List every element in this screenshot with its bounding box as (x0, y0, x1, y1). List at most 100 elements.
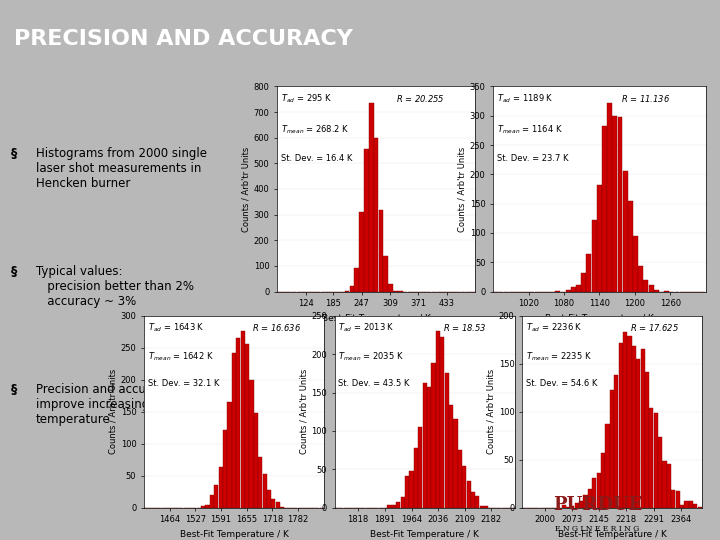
Bar (610, 390, 614, 508)
Text: §: § (11, 146, 17, 159)
Bar (566, 291, 571, 292)
Text: $R$ = 17.625: $R$ = 17.625 (630, 322, 679, 333)
Bar (581, 273, 586, 292)
Bar (618, 343, 623, 508)
X-axis label: Best-Fit Temperature / K: Best-Fit Temperature / K (557, 530, 667, 539)
X-axis label: Best-Fit Temperature / K: Best-Fit Temperature / K (545, 314, 654, 323)
Bar (263, 474, 266, 508)
Bar (628, 201, 633, 292)
X-axis label: Best-Fit Temperature / K: Best-Fit Temperature / K (322, 314, 431, 323)
Bar (280, 507, 284, 508)
Bar (215, 484, 218, 508)
Text: PRECISION AND ACCURACY: PRECISION AND ACCURACY (14, 29, 354, 49)
Bar (454, 418, 457, 508)
Bar (436, 331, 440, 508)
Bar (618, 118, 623, 292)
Bar (345, 291, 349, 292)
Bar (671, 490, 675, 508)
Text: St. Dev. = 54.6 K: St. Dev. = 54.6 K (526, 379, 597, 388)
Bar (350, 286, 354, 292)
Bar (644, 280, 648, 292)
Bar (638, 266, 643, 292)
Bar (236, 338, 240, 508)
Y-axis label: Counts / Arb'tr Units: Counts / Arb'tr Units (109, 369, 117, 454)
Bar (379, 210, 383, 292)
Bar (555, 291, 560, 292)
Bar (588, 489, 592, 508)
Text: §: § (11, 265, 17, 278)
Text: $T_{ad}$ = 2236 K: $T_{ad}$ = 2236 K (526, 322, 582, 334)
Bar (664, 291, 669, 292)
Bar (601, 453, 606, 508)
Bar (364, 150, 369, 292)
Bar (440, 338, 444, 508)
Text: E N G I N E E R I N G: E N G I N E E R I N G (555, 525, 640, 533)
Bar (627, 336, 631, 508)
Y-axis label: Counts / Arb'tr Units: Counts / Arb'tr Units (487, 369, 496, 454)
Bar (228, 402, 232, 508)
Y-axis label: Counts / Arb'tr Units: Counts / Arb'tr Units (458, 146, 467, 232)
Bar (249, 381, 253, 508)
Bar (566, 507, 570, 508)
Bar (602, 126, 607, 292)
Text: $T_{mean}$ = 2235 K: $T_{mean}$ = 2235 K (526, 350, 592, 363)
Bar (575, 503, 579, 508)
Bar (396, 502, 400, 508)
Bar (484, 506, 488, 508)
Bar (245, 344, 249, 508)
Text: Histograms from 2000 single
laser shot measurements in
Hencken burner: Histograms from 2000 single laser shot m… (35, 146, 207, 190)
Text: $R$ = 18.53: $R$ = 18.53 (443, 322, 487, 333)
Bar (570, 505, 575, 508)
Bar (449, 405, 453, 508)
Text: PURDUE: PURDUE (553, 496, 642, 514)
Text: Precision and accuracy
improve increasing
temperature: Precision and accuracy improve increasin… (35, 383, 171, 426)
Bar (583, 495, 588, 508)
Bar (614, 375, 618, 508)
Bar (414, 448, 418, 508)
Bar (223, 430, 228, 508)
Bar (258, 457, 262, 508)
Text: $T_{ad}$ = 295 K: $T_{ad}$ = 295 K (281, 92, 333, 105)
Text: $T_{mean}$ = 268.2 K: $T_{mean}$ = 268.2 K (281, 123, 349, 136)
Bar (253, 413, 258, 508)
Bar (623, 332, 627, 508)
Bar (654, 413, 658, 508)
Bar (636, 359, 640, 508)
Text: $R$ = 16.636: $R$ = 16.636 (252, 322, 301, 333)
Bar (649, 285, 654, 292)
Bar (593, 478, 596, 508)
Text: $R$ = 20.255: $R$ = 20.255 (396, 92, 445, 104)
Bar (392, 505, 396, 508)
Y-axis label: Counts / Arb'tr Units: Counts / Arb'tr Units (300, 369, 309, 454)
Bar (480, 506, 484, 508)
Bar (693, 504, 698, 508)
Bar (359, 212, 364, 292)
Text: $T_{mean}$ = 1164 K: $T_{mean}$ = 1164 K (498, 123, 564, 136)
X-axis label: Best-Fit Temperature / K: Best-Fit Temperature / K (370, 530, 480, 539)
Bar (592, 220, 597, 292)
Bar (267, 490, 271, 508)
Text: $T_{ad}$ = 2013 K: $T_{ad}$ = 2013 K (338, 322, 395, 334)
Text: $T_{mean}$ = 2035 K: $T_{mean}$ = 2035 K (338, 350, 405, 363)
Text: $R$ = 11.136: $R$ = 11.136 (621, 92, 670, 104)
Bar (623, 171, 628, 292)
Bar (579, 501, 583, 508)
Bar (667, 464, 671, 508)
Bar (423, 383, 427, 508)
Bar (471, 492, 475, 508)
Bar (388, 284, 393, 292)
Bar (633, 237, 638, 292)
Bar (698, 507, 702, 508)
Text: Typical values:
   precision better than 2%
   accuracy ~ 3%: Typical values: precision better than 2%… (35, 265, 194, 308)
Text: St. Dev. = 23.7 K: St. Dev. = 23.7 K (498, 154, 569, 163)
Bar (680, 505, 684, 508)
Bar (641, 349, 644, 508)
Bar (587, 254, 591, 292)
Bar (571, 287, 576, 292)
Bar (606, 424, 610, 508)
Bar (654, 290, 659, 292)
Bar (427, 387, 431, 508)
Text: $T_{mean}$ = 1642 K: $T_{mean}$ = 1642 K (148, 350, 214, 363)
Bar (689, 501, 693, 508)
Text: §: § (11, 383, 17, 396)
